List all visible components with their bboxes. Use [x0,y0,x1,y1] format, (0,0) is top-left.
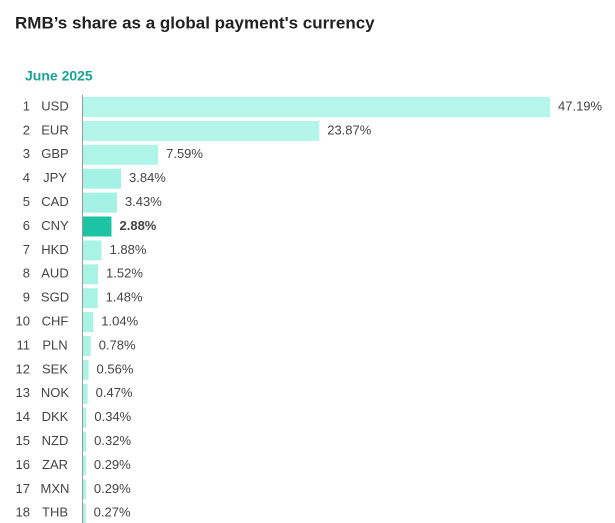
category-label: ZAR [42,457,68,472]
category-label: JPY [43,170,67,185]
rank-label: 18 [16,505,30,520]
rank-label: 10 [16,314,30,329]
category-label: MXN [41,481,70,496]
rank-label: 12 [16,361,30,376]
value-label: 23.87% [327,122,372,137]
bar [83,144,159,165]
value-label: 3.43% [125,194,162,209]
rank-label: 8 [23,266,30,281]
bar [83,97,550,117]
bar [83,455,86,476]
category-label: PLN [42,337,67,352]
bar [83,312,94,333]
value-label: 1.52% [106,266,143,281]
category-label: SEK [42,361,68,376]
value-label: 1.48% [106,290,143,305]
category-label: NZD [42,433,69,448]
rank-label: 17 [16,481,30,496]
value-label: 0.47% [96,385,133,400]
value-label: 0.29% [94,457,131,472]
rank-label: 2 [23,122,30,137]
value-label: 47.19% [558,98,603,113]
bar [83,479,86,500]
rank-label: 7 [23,242,30,257]
value-label: 0.29% [94,481,131,496]
rank-label: 16 [16,457,30,472]
category-label: SGD [41,290,69,305]
value-label: 7.59% [166,146,203,161]
value-label: 0.32% [94,433,131,448]
value-label: 0.34% [94,409,131,424]
value-label: 0.27% [94,505,131,520]
category-label: CNY [41,218,69,233]
bar [83,359,89,380]
rank-label: 13 [16,385,30,400]
bar [83,264,99,285]
bar [83,431,87,452]
value-label: 0.78% [99,337,136,352]
category-label: DKK [42,409,69,424]
value-label: 3.84% [129,170,166,185]
category-label: EUR [41,122,68,137]
rank-label: 9 [23,290,30,305]
value-label: 0.56% [97,361,134,376]
bar [83,168,122,189]
rank-label: 15 [16,433,30,448]
category-label: THB [42,505,68,520]
category-label: NOK [41,385,70,400]
bar [83,288,98,309]
chart-subtitle: June 2025 [25,68,93,84]
bar [83,503,86,523]
category-label: USD [41,98,68,113]
value-label: 1.88% [110,242,147,257]
bar [83,383,88,404]
category-label: CHF [42,314,69,329]
category-label: HKD [41,242,68,257]
value-label: 1.04% [101,314,138,329]
rank-label: 6 [23,218,30,233]
category-label: CAD [41,194,68,209]
category-label: AUD [41,266,68,281]
chart-title: RMB’s share as a global payment's curren… [15,13,375,32]
bar [83,192,117,213]
bar [83,336,91,356]
rank-label: 14 [16,409,30,424]
rank-label: 11 [17,337,31,352]
bar [83,407,87,428]
rank-label: 4 [23,170,30,185]
category-label: GBP [41,146,68,161]
rank-label: 5 [23,194,30,209]
rank-label: 1 [23,98,30,113]
value-label: 2.88% [120,218,157,233]
bar [83,120,320,141]
rank-label: 3 [23,146,30,161]
bar [83,216,112,237]
bar [83,240,102,261]
